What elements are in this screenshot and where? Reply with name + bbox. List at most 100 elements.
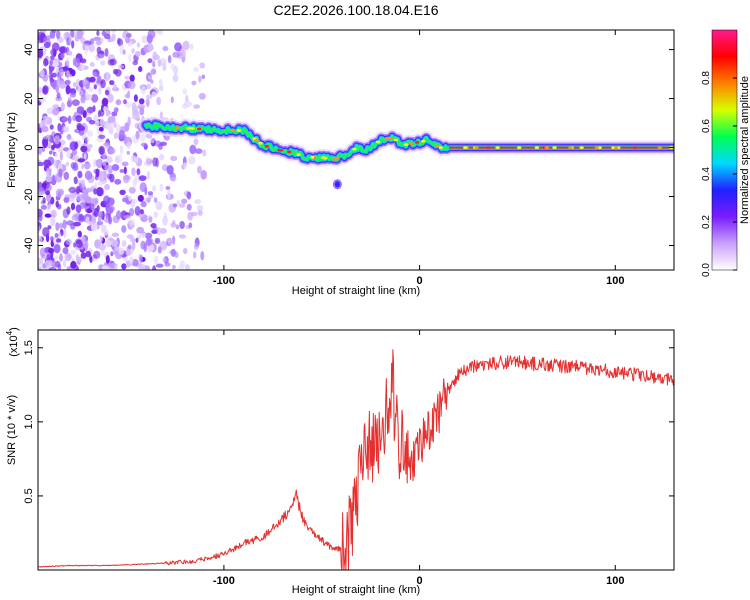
noise-blob <box>102 160 106 166</box>
noise-blob <box>138 66 142 72</box>
noise-blob <box>121 225 126 233</box>
noise-blob <box>109 174 114 183</box>
noise-blob <box>57 77 61 86</box>
noise-blob <box>156 97 161 105</box>
noise-blob <box>49 60 53 65</box>
noise-blob <box>72 99 80 106</box>
ridge-peak <box>404 143 408 146</box>
noise-blob <box>58 264 62 270</box>
noise-blob <box>76 240 83 248</box>
ridge-peak <box>535 146 539 149</box>
noise-blob <box>188 222 192 228</box>
noise-blob <box>81 64 84 70</box>
noise-blob <box>194 199 201 204</box>
snr-x-label: Height of straight line (km) <box>292 584 420 596</box>
spectrogram-y-tick-label: -40 <box>23 238 35 254</box>
snr-y-tick-label: 0.5 <box>23 488 35 503</box>
noise-blob <box>118 154 123 164</box>
ridge-side-blob <box>334 180 341 188</box>
noise-blob <box>68 187 76 193</box>
noise-blob <box>59 68 64 77</box>
snr-y-tick-label: 1.0 <box>23 414 35 429</box>
noise-blob <box>106 72 110 81</box>
noise-blob <box>134 156 139 163</box>
colorbar-tick-label: 0.4 <box>701 167 712 181</box>
noise-blob <box>191 212 198 217</box>
figure: C2E2.2026.100.18.04.E16 -1000100 40200-2… <box>0 0 750 600</box>
noise-blob <box>67 207 71 215</box>
noise-blob <box>42 139 48 148</box>
spectrogram-x-label: Height of straight line (km) <box>292 285 420 297</box>
noise-blob <box>136 131 140 140</box>
noise-blob <box>68 115 72 124</box>
noise-blob <box>46 254 51 261</box>
snr-y-tick-label: 1.5 <box>23 340 35 355</box>
noise-blob <box>66 85 71 95</box>
noise-blob <box>71 249 76 255</box>
noise-blob <box>105 48 109 57</box>
noise-blob <box>79 202 85 209</box>
noise-blob <box>160 241 168 251</box>
noise-blob <box>50 217 55 227</box>
noise-blob <box>84 153 87 160</box>
noise-blob <box>47 204 51 211</box>
noise-blob <box>168 237 173 246</box>
chart-title: C2E2.2026.100.18.04.E16 <box>273 2 438 18</box>
noise-blob <box>135 51 141 57</box>
noise-blob <box>78 257 82 263</box>
noise-blob <box>121 263 126 269</box>
noise-blob <box>94 85 97 90</box>
colorbar-tick-label: 0.0 <box>701 263 712 277</box>
noise-blob <box>46 233 49 241</box>
noise-blob <box>162 46 168 51</box>
noise-blob <box>76 186 81 194</box>
noise-blob <box>50 48 57 56</box>
ridge-peak <box>265 145 269 148</box>
noise-blob <box>107 94 113 103</box>
noise-blob <box>146 158 150 163</box>
noise-blob <box>75 115 82 122</box>
noise-blob <box>46 168 50 178</box>
noise-blob <box>118 247 124 254</box>
noise-blob <box>74 141 78 149</box>
noise-blob <box>131 48 134 53</box>
ridge-peak <box>310 156 314 159</box>
ridge-peak <box>439 146 443 149</box>
noise-blob <box>93 251 100 259</box>
noise-blob <box>100 119 105 126</box>
noise-blob <box>199 93 206 100</box>
noise-blob <box>118 65 124 69</box>
noise-blob <box>109 148 115 155</box>
noise-blob <box>71 40 74 48</box>
noise-blob <box>182 88 187 94</box>
noise-blob <box>115 69 122 77</box>
spectrogram-panel: -1000100 40200-20-40 Height of straight … <box>6 27 674 298</box>
noise-blob <box>56 238 61 243</box>
noise-blob <box>80 96 85 103</box>
noise-blob <box>114 132 119 139</box>
noise-blob <box>179 234 186 238</box>
spectrogram-y-tick-label: 40 <box>23 43 35 55</box>
ridge-peak <box>352 148 356 151</box>
noise-blob <box>106 255 110 264</box>
noise-blob <box>167 190 171 200</box>
ridge-peak <box>176 126 180 129</box>
noise-blob <box>55 233 59 238</box>
spectrogram-y-tick-label: -20 <box>23 189 35 205</box>
noise-blob <box>97 181 104 186</box>
noise-blob <box>52 104 60 108</box>
noise-blob <box>66 70 70 80</box>
ridge-peak <box>384 138 388 141</box>
noise-blob <box>114 179 121 185</box>
noise-blob <box>132 102 137 110</box>
ridge-peak <box>614 146 618 149</box>
noise-blob <box>112 34 116 42</box>
noise-blob <box>198 75 201 82</box>
spectrogram-y-tick-label: 20 <box>23 92 35 104</box>
noise-blob <box>41 126 49 133</box>
noise-blob <box>94 120 99 126</box>
noise-blob <box>87 107 94 114</box>
noise-blob <box>54 135 60 144</box>
noise-blob <box>141 201 147 207</box>
noise-blob <box>162 63 166 71</box>
